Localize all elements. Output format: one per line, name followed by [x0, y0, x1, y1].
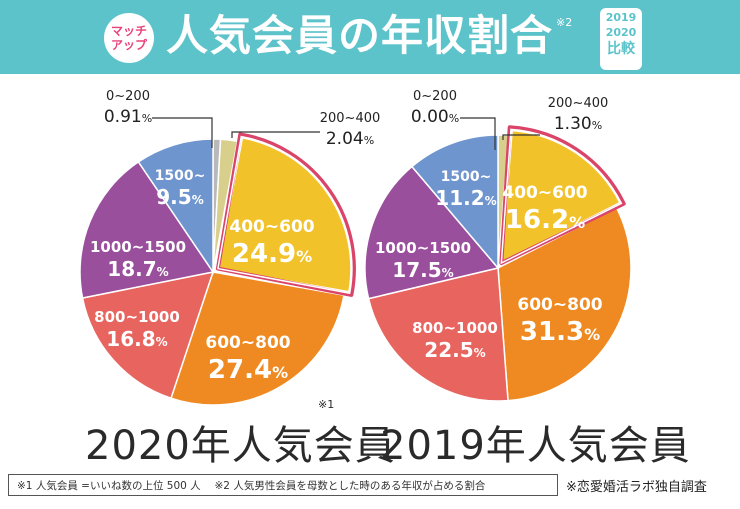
callout-line	[502, 134, 540, 140]
chart-title-2020-note: ※1	[318, 398, 335, 411]
callout-category-label: 0~200	[106, 89, 150, 104]
callout-category-label: 0~200	[413, 89, 457, 104]
pie-slice-800-1000	[367, 267, 509, 402]
matchapp-badge: マッチ アップ	[104, 13, 154, 63]
callout-value-label: 0.00%	[411, 107, 459, 127]
slice-category-label: 600~800	[205, 333, 290, 353]
compare-label: 比較	[607, 41, 635, 57]
slice-category-label: 1000~1500	[375, 239, 471, 257]
callout-line	[460, 117, 496, 150]
badge-line-2: アップ	[110, 38, 147, 52]
callout-category-label: 200~400	[320, 111, 381, 126]
pie-slice-400-600	[217, 136, 352, 293]
badge-line-1: マッチ	[110, 24, 147, 38]
slice-category-label: 600~800	[517, 295, 602, 315]
slice-category-label: 800~1000	[94, 308, 180, 326]
pie-slice-400-600	[500, 129, 621, 265]
page-title: 人気会員の年収割合	[166, 11, 554, 60]
slice-category-label: 800~1000	[412, 319, 498, 337]
footnote-box: ※1 人気会員 =いいね数の上位 500 人 ※2 人気男性会員を母数とした時の…	[8, 474, 558, 496]
pie-slice-800-1000	[81, 271, 215, 400]
slice-category-label: 400~600	[502, 183, 587, 203]
highlight-inner-outline	[500, 128, 623, 265]
slice-value-label: 31.3%	[520, 317, 600, 347]
pie-slice-1000-1500	[364, 165, 500, 300]
chart-title-2019: 2019年人気会員	[380, 423, 691, 469]
callout-value-label: 0.91%	[104, 107, 152, 127]
callout-value-label: 1.30%	[554, 114, 602, 134]
year-a: 2019	[605, 11, 637, 24]
source-note: ※恋愛婚活ラボ独自調査	[566, 480, 707, 495]
slice-category-label: 1500~	[441, 169, 492, 185]
slice-category-label: 400~600	[229, 217, 314, 237]
callout-category-label: 200~400	[548, 96, 609, 111]
slice-category-label: 1500~	[155, 168, 206, 184]
highlight-inner-outline	[217, 135, 353, 295]
highlight-outline	[499, 125, 626, 266]
pie-slice-600-800	[170, 271, 345, 406]
callout-value-label: 2.04%	[326, 129, 374, 149]
title-note: ※2	[556, 16, 573, 29]
chart-title-2020: 2020年人気会員	[85, 423, 396, 469]
year-b: 2020	[605, 26, 637, 39]
slice-category-label: 1000~1500	[90, 238, 186, 256]
header-banner: マッチ アップ 人気会員の年収割合 ※2 2019 2020 比較	[0, 0, 740, 74]
slice-value-label: 11.2%	[435, 186, 496, 210]
highlight-outline	[215, 132, 356, 297]
year-compare-tag: 2019 2020 比較	[600, 8, 642, 70]
pie-slice-600-800	[497, 206, 632, 402]
callout-line	[152, 117, 213, 148]
callout-line	[231, 131, 320, 138]
pie-slice-1000-1500	[79, 160, 215, 299]
